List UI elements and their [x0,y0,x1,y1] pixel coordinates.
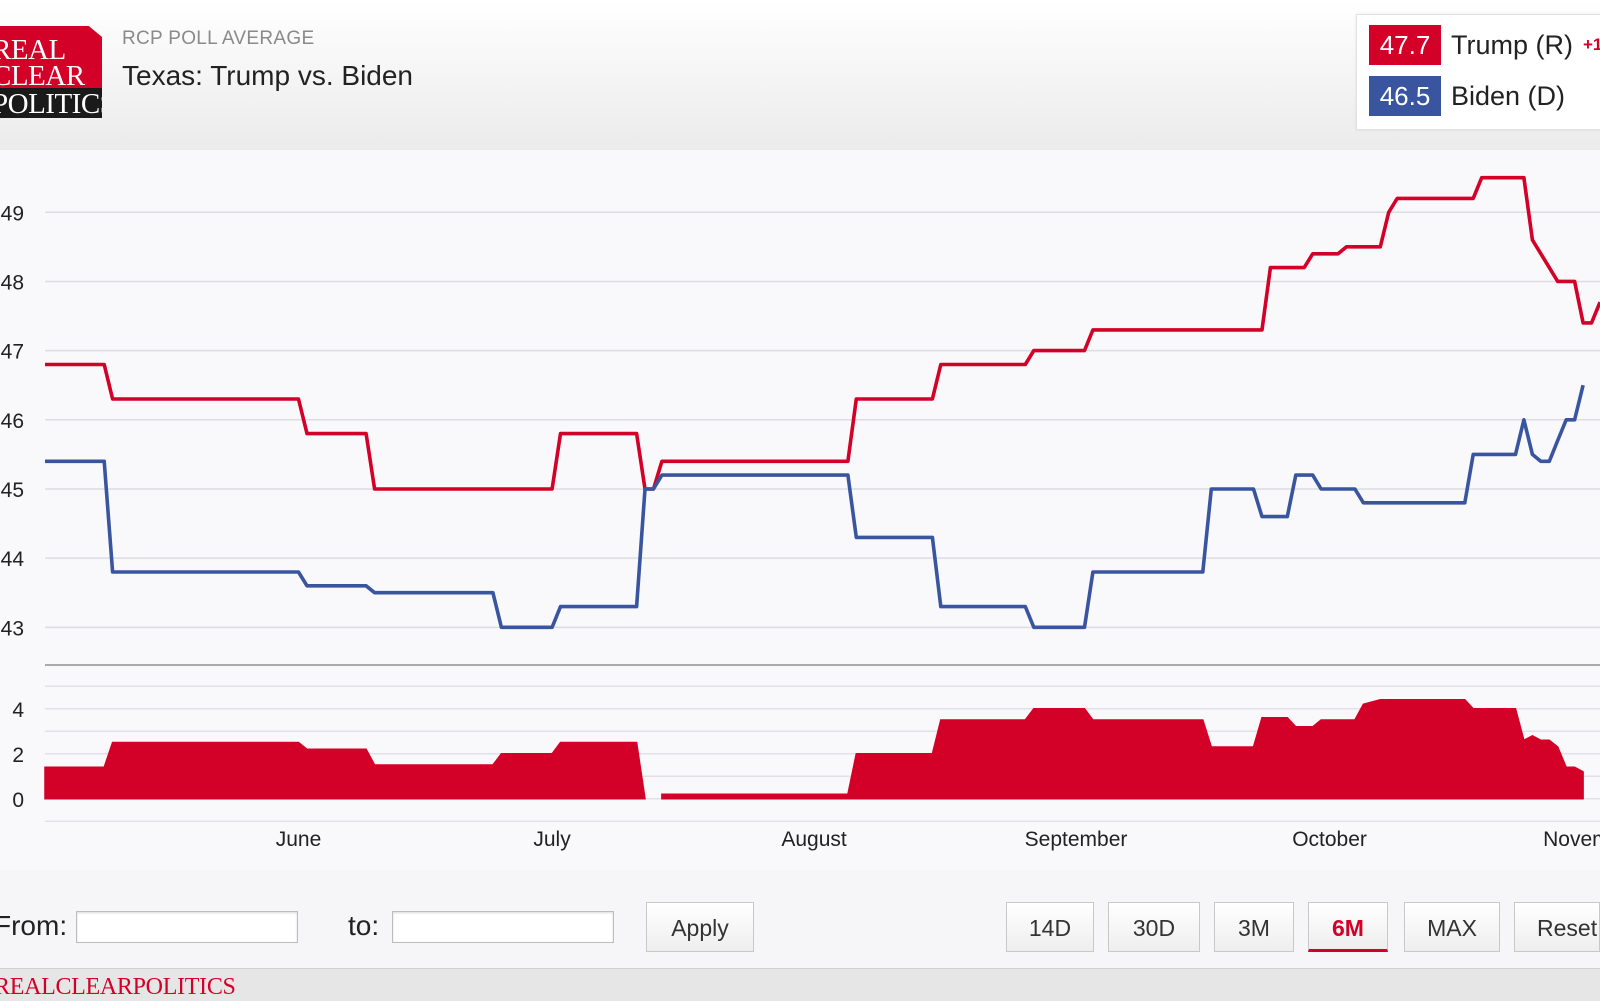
chart-subtitle: RCP POLL AVERAGE [122,28,315,49]
logo-line-3: POLITICS [0,88,102,119]
y-tick-label: 47 [1,341,24,364]
range-30d-button[interactable]: 30D [1108,902,1200,952]
chart-header: REAL CLEAR POLITICS RCP POLL AVERAGE Tex… [0,0,1600,151]
to-label: to: [348,910,380,941]
legend-row-biden[interactable]: 46.5 Biden (D) [1369,76,1565,116]
reset-button[interactable]: Reset [1514,902,1600,952]
x-tick-label: October [1292,828,1367,851]
from-date-input[interactable] [76,911,298,943]
legend-trump-value: 47.7 [1369,25,1441,65]
y-tick-label: 46 [1,410,24,433]
apply-button[interactable]: Apply [646,902,754,952]
series-line-trump [45,175,1600,491]
range-3m-button[interactable]: 3M [1214,902,1294,952]
to-date-input[interactable] [392,911,614,943]
x-tick-label: July [533,828,571,851]
y-tick-label: 43 [1,617,24,640]
x-tick-label: November [1543,828,1600,851]
x-tick-label: August [781,828,847,851]
spread-area [44,699,1584,800]
x-tick-label: September [1025,828,1128,851]
y-tick-label: 44 [1,548,25,571]
logo-line-1: REAL [0,34,66,66]
spread-y-tick-label: 4 [12,699,24,722]
logo-bar [0,88,102,118]
legend: 47.7 Trump (R) +1.2 46.5 Biden (D) [1356,14,1600,130]
series-lines [45,175,1600,630]
spread-area-segment [44,741,646,800]
from-label: From: [0,910,68,941]
y-tick-label: 45 [1,479,24,502]
spread-y-tick-label: 2 [12,744,24,767]
legend-trump-name: Trump (R) [1451,29,1573,60]
y-tick-label: 49 [1,202,24,225]
rcp-logo[interactable]: REAL CLEAR POLITICS [0,26,102,118]
spread-y-ticks: 0 2 4 [12,699,24,812]
logo-line-2: CLEAR [0,60,85,92]
legend-trump-change: +1.2 [1583,35,1600,54]
legend-row-trump[interactable]: 47.7 Trump (R) +1.2 [1369,25,1600,65]
series-line-biden [45,384,1585,630]
spread-area-segment [661,699,1584,800]
range-max-button[interactable]: MAX [1404,902,1500,952]
main-y-ticks: 43 44 45 46 47 48 49 [1,202,25,640]
chart-title: Texas: Trump vs. Biden [122,60,414,91]
footer-logo[interactable]: REALCLEARPOLITICS [0,974,236,1000]
y-tick-label: 48 [1,271,24,294]
x-tick-label: June [276,828,322,851]
legend-biden-value: 46.5 [1369,76,1441,116]
range-6m-button[interactable]: 6M [1308,902,1388,952]
poll-chart[interactable]: 43 44 45 46 47 48 49 0 2 4 June July August Septemb… [0,150,1600,870]
spread-y-tick-label: 0 [12,789,24,812]
main-gridlines [45,211,1600,629]
footer: REALCLEARPOLITICS [0,968,1600,1001]
range-14d-button[interactable]: 14D [1006,902,1094,952]
range-controls: From: to: Apply 14D 30D 3M 6M MAX Reset [0,890,1600,968]
legend-biden-name: Biden (D) [1451,80,1566,111]
x-axis-labels: June July August September October November [276,828,1600,851]
